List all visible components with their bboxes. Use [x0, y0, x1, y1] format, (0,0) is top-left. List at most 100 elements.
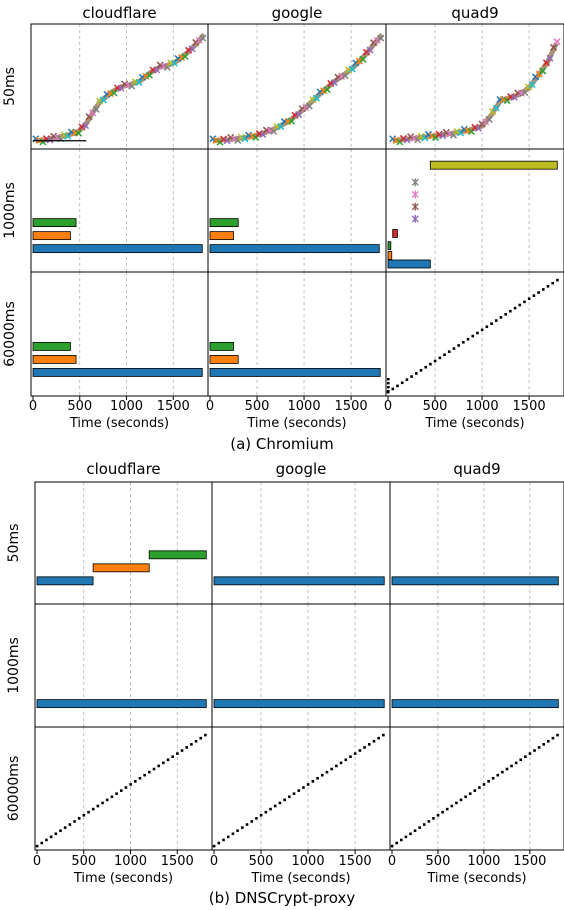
dash-mark — [377, 736, 380, 740]
marker-brown — [411, 202, 419, 211]
dash-mark — [241, 826, 244, 829]
dash-mark — [194, 739, 198, 743]
panel-cloudflare-60000ms — [35, 727, 207, 850]
bar-green — [148, 550, 207, 560]
dash-mark — [316, 776, 319, 780]
dash-mark — [438, 356, 442, 360]
bar-blue — [213, 576, 385, 586]
x-tick-label: 500 — [423, 399, 448, 414]
dash-mark — [413, 829, 417, 832]
panel-google-60000ms — [212, 727, 385, 850]
dash-mark — [410, 375, 413, 378]
dash-mark — [133, 780, 137, 783]
scatter-marker — [153, 66, 161, 74]
dash-mark — [68, 823, 72, 826]
dash-mark — [73, 820, 76, 823]
dash-mark — [415, 372, 418, 375]
bar-blue — [391, 699, 559, 709]
dash-mark — [541, 288, 545, 291]
scatter-marker — [485, 115, 493, 123]
dash-mark — [367, 743, 371, 746]
bar-orange — [387, 251, 393, 260]
dash-mark — [330, 767, 333, 771]
row-label-60000ms: 60000ms — [2, 301, 18, 366]
dash-mark — [422, 823, 426, 826]
dash-mark — [288, 795, 291, 799]
scatter-marker — [110, 89, 118, 97]
scatter-marker — [305, 102, 313, 110]
scatter-marker — [362, 48, 371, 56]
dash-mark — [471, 334, 475, 338]
dash-mark — [514, 761, 518, 765]
scatter-marker — [546, 54, 554, 62]
x-tick-label: 1000 — [292, 854, 325, 869]
x-tick-label: 1000 — [114, 854, 147, 869]
facet-grid-chromium: cloudflare google quad9 50ms 1000ms 60000ms 0 5… — [2, 4, 564, 453]
dash-mark — [119, 789, 123, 792]
x-tick-label: 1000 — [110, 399, 143, 414]
dash-mark — [259, 813, 263, 817]
scatter-marker — [295, 110, 303, 118]
scatter-marker — [553, 38, 561, 46]
scatter-marker — [209, 135, 217, 143]
dash-mark — [372, 739, 376, 743]
dash-mark — [105, 798, 109, 802]
dash-mark — [87, 810, 90, 814]
dash-mark — [491, 776, 495, 780]
scatter-marker — [521, 89, 529, 97]
dash-mark — [180, 749, 184, 752]
scatter-marker — [220, 135, 228, 143]
dash-mark — [129, 783, 132, 786]
x-tick-label: 1500 — [339, 854, 372, 869]
marker-purple — [411, 214, 419, 223]
dash-mark — [387, 378, 390, 381]
scatter-marker — [99, 96, 107, 104]
panel-quad9-1000ms — [391, 604, 559, 727]
bar-blue — [32, 244, 203, 254]
panel-cloudflare-60000ms — [32, 272, 203, 396]
dash-mark — [212, 844, 216, 848]
panel-quad9-1000ms — [387, 149, 558, 272]
scatter-marker — [359, 55, 367, 63]
dash-mark — [311, 780, 315, 783]
dash-mark — [325, 770, 329, 774]
x-tick-label: 1500 — [157, 399, 190, 414]
scatter-marker — [341, 72, 349, 80]
scatter-marker — [492, 104, 500, 112]
dash-mark — [450, 804, 454, 808]
dash-mark — [387, 382, 390, 385]
marker-gray — [411, 178, 419, 187]
scatter-marker — [230, 135, 238, 143]
scatter-marker — [74, 129, 82, 137]
x-tick-label: 1500 — [335, 399, 368, 414]
dash-mark — [199, 736, 203, 740]
column-frame — [385, 23, 564, 397]
x-axis-label: Time (seconds) — [246, 416, 346, 431]
x-tick-label: 500 — [245, 399, 270, 414]
panel-google-50ms — [209, 24, 385, 149]
dash-mark — [445, 807, 449, 811]
panel-quad9-50ms — [391, 482, 559, 604]
dash-mark — [409, 832, 412, 836]
dash-mark — [546, 285, 550, 288]
dash-mark — [292, 792, 296, 795]
dash-mark — [533, 749, 536, 752]
x-tick-label: 1000 — [288, 399, 321, 414]
bar-orange — [32, 231, 71, 241]
column-title-cloudflare: cloudflare — [86, 460, 160, 478]
scatter-marker — [377, 34, 385, 42]
dash-mark — [143, 773, 146, 777]
x-axis-label: Time (seconds) — [426, 871, 526, 886]
column-title-google: google — [276, 460, 327, 478]
dash-mark — [443, 353, 446, 357]
dash-mark — [250, 820, 254, 823]
panel-cloudflare-1000ms — [32, 149, 203, 272]
dash-mark — [344, 758, 348, 762]
scatter-marker — [212, 136, 220, 145]
scatter-marker — [82, 122, 90, 130]
panel-google-50ms — [213, 482, 385, 604]
scatter-marker — [539, 67, 547, 75]
dash-mark — [551, 281, 554, 285]
dash-mark — [457, 344, 460, 347]
